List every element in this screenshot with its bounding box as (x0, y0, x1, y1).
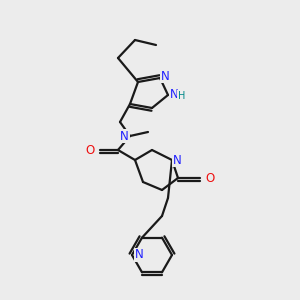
Text: N: N (170, 88, 179, 101)
Text: N: N (161, 70, 170, 83)
Text: H: H (178, 91, 185, 101)
Text: O: O (86, 143, 95, 157)
Text: N: N (173, 154, 182, 166)
Text: N: N (135, 248, 144, 262)
Text: O: O (205, 172, 214, 184)
Text: N: N (120, 130, 129, 142)
